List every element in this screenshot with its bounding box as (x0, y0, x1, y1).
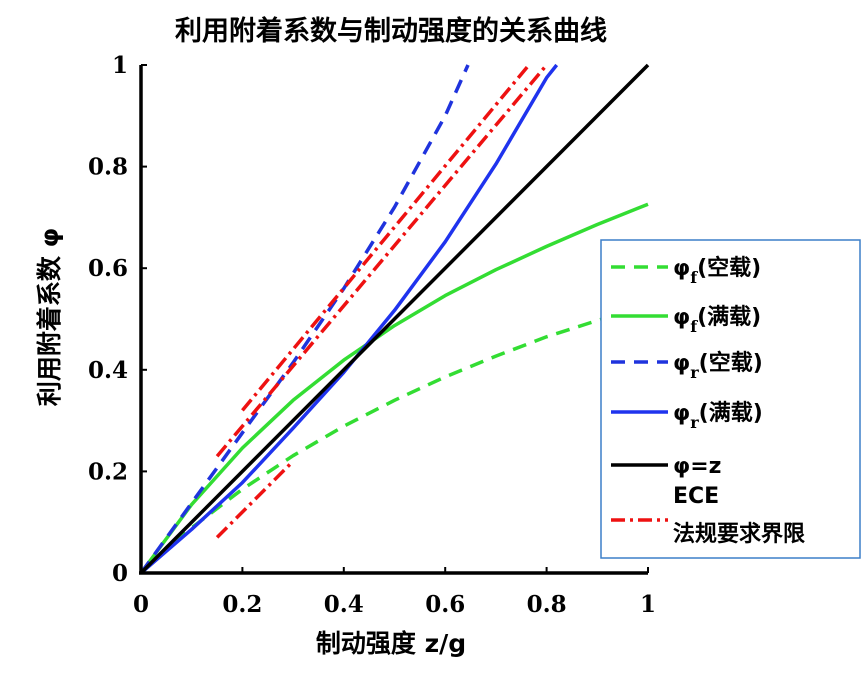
x-tick-label: 0 (133, 591, 149, 618)
legend-label: φr(满载) (673, 400, 763, 432)
series-line-6 (241, 63, 531, 412)
series-line-5 (215, 63, 548, 458)
y-tick-label: 0.8 (88, 154, 128, 181)
series-line-0 (139, 304, 649, 575)
legend-item-0: φf(空载) (611, 255, 761, 287)
x-tick-label: 0.6 (425, 591, 465, 618)
legend-item-1: φf(满载) (611, 304, 761, 336)
legend-item-2: φr(空载) (611, 350, 763, 382)
legend-label: φr(空载) (673, 350, 763, 382)
y-tick-label: 0 (112, 560, 128, 587)
y-tick-label: 0.4 (88, 357, 128, 384)
x-tick-label: 0.2 (222, 591, 262, 618)
legend-label: ECE (673, 484, 719, 509)
series-line-3 (139, 63, 559, 575)
y-tick-label: 0.2 (88, 458, 128, 485)
legend-label: φf(满载) (673, 304, 761, 336)
chart-title: 利用附着系数与制动强度的关系曲线 (175, 15, 607, 47)
y-tick-label: 1 (112, 52, 128, 79)
legend-item-3: φr(满载) (611, 400, 763, 432)
legend-label: 法规要求界限 (673, 522, 805, 547)
series-line-4 (139, 63, 650, 575)
axis-ticks: 0 0.2 0.4 0.6 0.8 1 0 0.2 0.4 0.6 0.8 1 (88, 52, 656, 618)
legend-label: φ=z (673, 454, 721, 479)
legend: φf(空载) φf(满载) φr(空载) φr(满载) φ=z ECE 法规要求界限 (600, 239, 861, 559)
x-tick-label: 0.8 (527, 591, 567, 618)
y-tick-label: 0.6 (88, 255, 128, 282)
series-line-2 (139, 64, 470, 575)
x-axis-label: 制动强度 z/g (316, 629, 466, 658)
series-line-7 (215, 459, 295, 539)
plot-lines (139, 63, 650, 575)
x-tick-label: 0.4 (324, 591, 364, 618)
y-axis-label: 利用附着系数 φ (35, 228, 64, 406)
series-line-1 (139, 202, 649, 575)
legend-label: φf(空载) (673, 255, 761, 287)
legend-item-4: φ=z (611, 454, 721, 479)
legend-item-5: ECE 法规要求界限 (611, 484, 805, 547)
legend-box (600, 239, 861, 559)
x-tick-label: 1 (640, 591, 656, 618)
